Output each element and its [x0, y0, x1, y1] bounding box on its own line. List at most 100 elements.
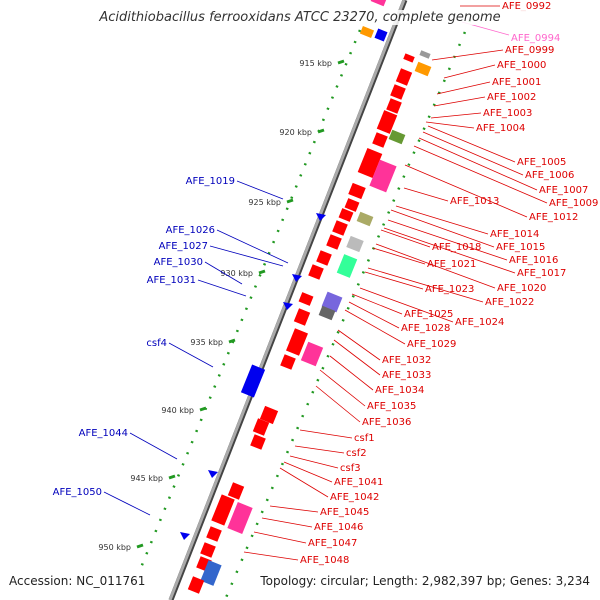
gene-label-minus: AFE_1050 [53, 487, 102, 498]
gene-feature [419, 50, 431, 59]
leader-line [236, 180, 284, 200]
gene-label-plus: AFE_1028 [401, 323, 450, 334]
gene-feature [298, 292, 314, 306]
leader-line [283, 461, 333, 483]
leader-line [344, 309, 406, 345]
leader-line [390, 209, 495, 248]
gene-label-plus: AFE_1012 [529, 212, 578, 223]
leader-line [383, 227, 516, 274]
gene-label-minus: AFE_1027 [159, 241, 208, 252]
gene-label-plus: AFE_1003 [483, 108, 532, 119]
gene-feature [390, 84, 406, 100]
leader-line [269, 505, 319, 513]
kbp-tick-label: 940 kbp [161, 406, 194, 415]
gene-feature [283, 302, 293, 310]
gene-feature [227, 482, 245, 500]
gene-feature [259, 405, 279, 425]
leader-line [443, 64, 496, 79]
gene-feature [252, 418, 270, 436]
gene-feature [286, 328, 308, 356]
map-title: Acidithiobacillus ferrooxidans ATCC 2327… [0, 10, 600, 25]
leader-line [395, 205, 489, 235]
gene-feature [348, 182, 366, 200]
gene-feature [280, 354, 296, 370]
gene-label-plus: AFE_1015 [496, 242, 545, 253]
leader-line [253, 531, 307, 544]
gene-label-plus: AFE_1020 [497, 283, 546, 294]
gene-label-minus: AFE_1019 [186, 176, 235, 187]
kbp-tick-label: 935 kbp [190, 338, 223, 347]
leader-line [431, 49, 504, 61]
gene-label-plus: AFE_0992 [502, 1, 551, 12]
leader-line [329, 355, 374, 391]
gene-label-plus: AFE_1034 [375, 385, 424, 396]
leader-line [333, 339, 381, 376]
gene-label-plus: csf3 [340, 463, 361, 474]
gene-feature [372, 132, 388, 148]
gene-label-minus: AFE_1026 [166, 225, 215, 236]
gene-feature [293, 308, 311, 326]
gene-feature [227, 502, 253, 534]
leader-line [430, 112, 482, 119]
leader-line [216, 229, 289, 264]
leader-line [168, 342, 214, 368]
accession-text: Accession: NC_011761 [9, 574, 146, 588]
gene-label-plus: AFE_1035 [367, 401, 416, 412]
gene-label-plus: AFE_1014 [490, 229, 539, 240]
leader-line [299, 429, 353, 439]
kbp-tick-mark [337, 59, 345, 65]
kbp-tick-mark [168, 474, 176, 480]
leader-line [425, 121, 475, 129]
gene-label-plus: AFE_0999 [505, 45, 554, 56]
gene-feature [395, 68, 413, 86]
gene-label-plus: AFE_1006 [525, 170, 574, 181]
leader-line [359, 287, 454, 323]
gene-label-plus: AFE_1042 [330, 492, 379, 503]
gene-label-plus: AFE_1021 [427, 259, 476, 270]
gene-label-plus: AFE_1048 [300, 555, 349, 566]
dotted-track [138, 29, 362, 571]
gene-label-minus: csf4 [146, 338, 167, 349]
leader-line [418, 137, 538, 191]
gene-label-plus: AFE_1002 [487, 92, 536, 103]
gene-label-plus: AFE_1005 [517, 157, 566, 168]
gene-label-plus: AFE_1024 [455, 317, 504, 328]
gene-label-plus: AFE_1046 [314, 522, 363, 533]
gene-label-plus: AFE_1009 [549, 198, 598, 209]
gene-feature [356, 211, 374, 227]
leader-line [380, 229, 431, 248]
leader-line [279, 467, 329, 498]
leader-line [261, 517, 313, 528]
leader-line [319, 369, 366, 407]
gene-label-plus: AFE_1045 [320, 507, 369, 518]
gene-feature [211, 494, 235, 526]
gene-feature [300, 341, 324, 367]
kbp-tick-label: 915 kbp [299, 59, 332, 68]
gene-feature [250, 434, 266, 450]
gene-feature [357, 147, 383, 179]
leader-line [433, 96, 486, 107]
kbp-tick-label: 925 kbp [248, 198, 281, 207]
gene-label-minus: AFE_1044 [79, 428, 128, 439]
kbp-tick-mark [199, 406, 207, 412]
gene-feature [374, 28, 388, 42]
kbp-tick-mark [228, 338, 236, 344]
gene-feature [369, 159, 397, 193]
gene-feature [208, 470, 218, 478]
kbp-tick-label: 945 kbp [130, 474, 163, 483]
dotted-track-outer [223, 19, 472, 600]
gene-label-plus: AFE_1036 [362, 417, 411, 428]
gene-feature [386, 98, 402, 114]
gene-feature [316, 213, 326, 221]
gene-label-plus: AFE_1001 [492, 77, 541, 88]
leader-line [403, 187, 449, 202]
gene-feature [180, 532, 190, 540]
leader-line [404, 164, 528, 218]
gene-feature [326, 234, 342, 250]
gene-label-minus: AFE_1030 [154, 257, 203, 268]
gene-label-plus: AFE_1025 [404, 309, 453, 320]
leader-line [427, 125, 516, 163]
gene-feature [370, 0, 388, 7]
gene-label-plus: AFE_1023 [425, 284, 474, 295]
